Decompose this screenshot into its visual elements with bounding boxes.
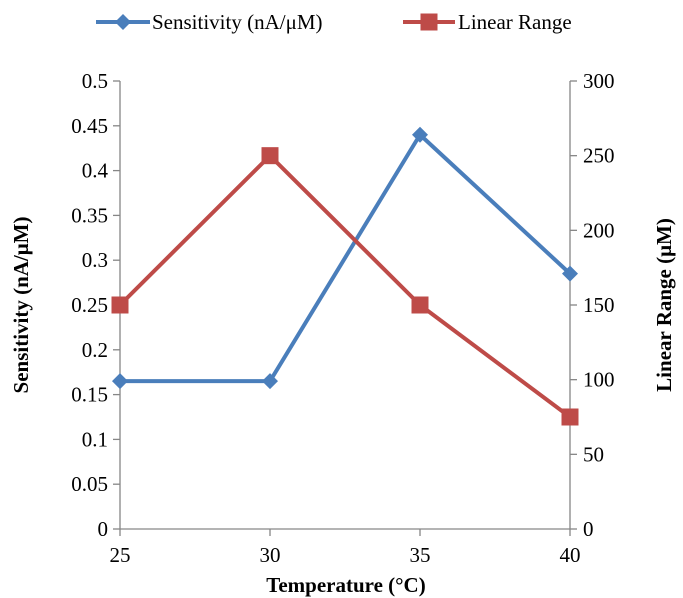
y-tick-label-left: 0.2 [82, 338, 108, 362]
y-tick-label-right: 300 [583, 69, 615, 93]
y-tick-label-left: 0.05 [71, 472, 108, 496]
data-point-square [261, 147, 279, 165]
data-point-square [411, 296, 429, 314]
legend-marker-square [420, 13, 438, 31]
data-point-diamond [562, 265, 578, 282]
data-point-square [111, 296, 129, 314]
y-axis-title-left: Sensitivity (nA/μM) [9, 217, 33, 394]
y-tick-label-right: 200 [583, 218, 615, 242]
y-tick-label-right: 100 [583, 368, 615, 392]
axes: 0 0.05 0.1 0.15 0.2 0.25 0.3 0.35 0.4 0.45 0.5 0 50 1… [71, 69, 614, 567]
x-axis-title: Temperature (°C) [266, 573, 425, 597]
legend-item: Linear Range [403, 10, 572, 34]
data-point-diamond [262, 373, 278, 390]
x-tick-label: 25 [110, 543, 131, 567]
y-tick-label-left: 0.25 [71, 293, 108, 317]
x-tick-label: 40 [560, 543, 581, 567]
y-tick-label-right: 150 [583, 293, 615, 317]
data-point-diamond [112, 373, 128, 390]
y-tick-label-left: 0.3 [82, 248, 108, 272]
series-line [118, 153, 572, 419]
y-axis-title-right: Linear Range (μM) [652, 218, 676, 392]
series-2 [111, 147, 579, 426]
y-tick-label-left: 0.1 [82, 427, 108, 451]
x-tick-label: 35 [410, 543, 431, 567]
series-line [120, 132, 572, 384]
y-tick-label-left: 0 [98, 517, 109, 541]
y-tick-label-right: 50 [583, 442, 604, 466]
data-point-diamond [412, 126, 428, 143]
y-tick-label-right: 0 [583, 517, 594, 541]
y-tick-label-right: 250 [583, 144, 615, 168]
data-point-square [561, 408, 579, 426]
series-layer [111, 126, 579, 426]
legend-item: Sensitivity (nA/μM) [96, 10, 323, 34]
legend: Sensitivity (nA/μM) Linear Range [96, 10, 572, 34]
y-tick-label-left: 0.5 [82, 69, 108, 93]
y-tick-label-left: 0.4 [82, 159, 109, 183]
legend-marker-diamond [115, 14, 131, 30]
series-1 [112, 126, 578, 390]
y-tick-label-left: 0.35 [71, 203, 108, 227]
y-tick-label-left: 0.15 [71, 383, 108, 407]
legend-label: Sensitivity (nA/μM) [152, 10, 323, 34]
y-tick-label-left: 0.45 [71, 114, 108, 138]
x-tick-label: 30 [260, 543, 281, 567]
legend-label: Linear Range [458, 10, 572, 34]
